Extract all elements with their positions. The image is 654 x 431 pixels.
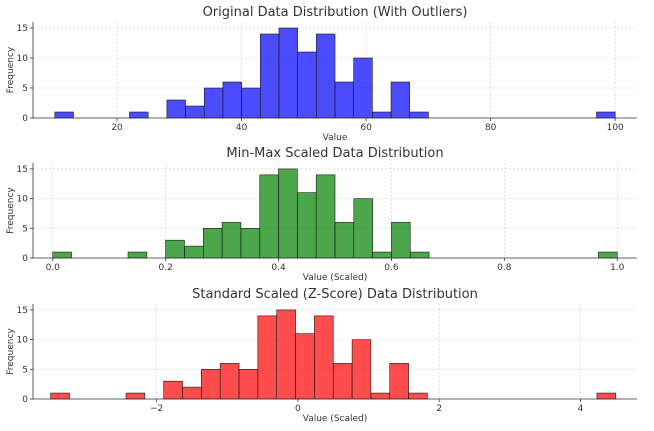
y-tick-label: 15 (17, 165, 28, 175)
histogram-bar (351, 339, 372, 400)
y-tick-label: 10 (17, 336, 29, 346)
x-tick-label: 0 (295, 404, 301, 414)
histogram-bar (259, 33, 280, 119)
histogram-bar (297, 192, 317, 259)
histogram-bar (334, 222, 355, 259)
histogram-bar (257, 315, 278, 400)
chart-3: −2 0 2 4 0 5 10 15 Standard Scaled (Z-Score) Dat… (6, 287, 637, 424)
histogram-bar (297, 51, 317, 119)
histogram-bar (391, 222, 411, 259)
histogram-bar (219, 363, 240, 400)
histogram-bar (240, 228, 261, 259)
x-tick-label: 0.8 (497, 263, 512, 273)
histogram-bar (166, 99, 186, 119)
histogram-bar (201, 369, 221, 400)
y-tick-label: 0 (22, 254, 28, 264)
y-tick-label: 5 (22, 84, 28, 94)
histogram-bar (54, 111, 74, 119)
histogram-bar (222, 81, 242, 119)
chart-title: Standard Scaled (Z-Score) Data Distribut… (192, 287, 478, 302)
histogram-bar (278, 27, 298, 119)
histogram-bar (203, 87, 224, 119)
x-tick-label: 0.0 (46, 263, 61, 273)
chart-title: Original Data Distribution (With Outlier… (203, 5, 468, 20)
x-tick-label: 0.2 (158, 263, 172, 273)
y-axis-label: Frequency (6, 187, 16, 234)
x-axis-label: Value (Scaled) (303, 414, 368, 424)
histogram-bar (409, 251, 430, 259)
y-axis-label: Frequency (6, 328, 16, 375)
chart-2: 0.0 0.2 0.4 0.6 0.8 1.0 0 5 10 15 Min-Max Scaled D… (6, 146, 637, 283)
y-tick-label: 10 (17, 195, 29, 205)
x-tick-label: 40 (236, 123, 248, 133)
x-tick-label: 20 (111, 123, 123, 133)
x-axis-label: Value (323, 133, 348, 143)
histogram-bar (127, 251, 148, 259)
histogram-bar (370, 392, 391, 400)
histogram-bar (390, 81, 411, 119)
chart-1: 20 40 60 80 100 0 5 10 15 Original Data Distribut… (6, 5, 637, 143)
x-axis-label: Value (Scaled) (303, 273, 368, 283)
histogram-bar (129, 111, 149, 119)
histogram-bar (276, 309, 296, 400)
x-tick-label: 60 (360, 123, 372, 133)
histogram-bar (596, 111, 616, 119)
x-tick-label: 80 (485, 123, 497, 133)
x-tick-label: 1.0 (610, 263, 625, 273)
x-tick-label: 0.4 (271, 263, 286, 273)
chart-title: Min-Max Scaled Data Distribution (226, 146, 443, 161)
histogram-bar (182, 386, 202, 400)
histogram-bar (332, 363, 353, 400)
histogram-bar (50, 392, 70, 400)
histogram-bar (409, 111, 429, 119)
histogram-bar (52, 251, 72, 259)
histogram-bar (241, 87, 261, 119)
histogram-bar (316, 33, 336, 119)
y-tick-label: 15 (17, 306, 28, 316)
histogram-bar (372, 251, 392, 259)
histogram-bar (163, 380, 183, 400)
y-tick-label: 10 (17, 54, 29, 64)
histogram-bar (295, 333, 315, 400)
histogram-bar (278, 168, 298, 259)
histogram-bar (314, 315, 334, 400)
y-tick-label: 0 (22, 395, 28, 405)
histogram-bar (596, 392, 617, 400)
histogram-bar (353, 57, 373, 119)
y-tick-label: 5 (22, 224, 28, 234)
y-tick-label: 5 (22, 365, 28, 375)
histogram-bar (125, 392, 146, 400)
histogram-bar (185, 105, 205, 119)
x-tick-label: 2 (436, 404, 442, 414)
y-tick-label: 0 (22, 114, 28, 124)
histogram-bar (334, 81, 354, 119)
histogram-bar (184, 245, 204, 259)
histogram-bar (372, 111, 392, 119)
x-tick-label: −2 (150, 404, 163, 414)
y-tick-label: 15 (17, 24, 28, 34)
x-tick-label: 100 (607, 123, 624, 133)
histogram-bar (598, 251, 618, 259)
y-axis-label: Frequency (6, 46, 16, 93)
histogram-bar (203, 228, 223, 259)
histogram-bar (315, 174, 336, 259)
histogram-bar (389, 363, 409, 400)
histogram-bar (259, 174, 279, 259)
histogram-bar (238, 369, 259, 400)
histogram-bar (353, 198, 373, 259)
histogram-bar (221, 222, 242, 259)
x-tick-label: 0.6 (384, 263, 399, 273)
histogram-bar (408, 392, 428, 400)
histogram-bar (165, 239, 185, 259)
x-tick-label: 4 (578, 404, 584, 414)
